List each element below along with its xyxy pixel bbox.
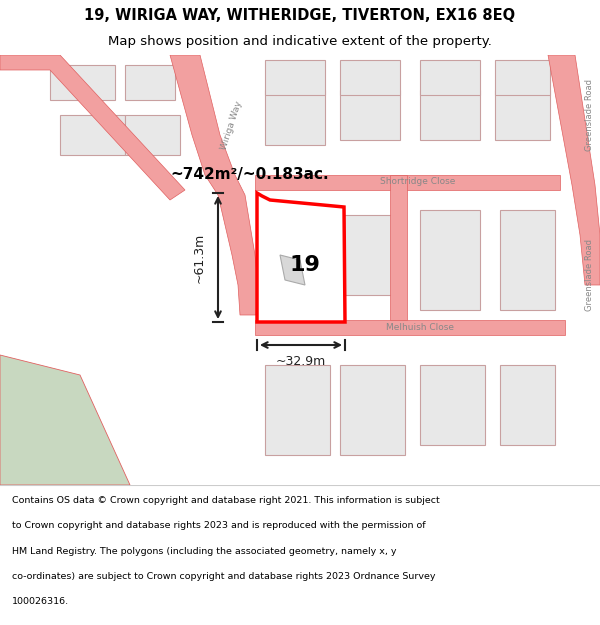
Polygon shape — [257, 193, 345, 322]
Text: ~61.3m: ~61.3m — [193, 232, 206, 282]
Bar — [500, 365, 555, 445]
Bar — [340, 215, 400, 295]
Bar — [60, 115, 125, 155]
Bar — [125, 65, 175, 100]
Text: ~32.9m: ~32.9m — [276, 355, 326, 368]
Text: 19, WIRIGA WAY, WITHERIDGE, TIVERTON, EX16 8EQ: 19, WIRIGA WAY, WITHERIDGE, TIVERTON, EX… — [85, 8, 515, 23]
Bar — [420, 90, 480, 140]
Text: 100026316.: 100026316. — [12, 597, 69, 606]
Bar — [265, 90, 325, 145]
Polygon shape — [255, 320, 565, 335]
Polygon shape — [0, 55, 185, 200]
Bar — [340, 365, 405, 455]
Text: Wiriga Way: Wiriga Way — [220, 99, 244, 151]
Bar — [265, 60, 325, 95]
Bar — [265, 215, 325, 305]
Bar — [420, 365, 485, 445]
Text: Map shows position and indicative extent of the property.: Map shows position and indicative extent… — [108, 35, 492, 48]
Polygon shape — [255, 175, 560, 190]
Text: co-ordinates) are subject to Crown copyright and database rights 2023 Ordnance S: co-ordinates) are subject to Crown copyr… — [12, 572, 436, 581]
Text: Contains OS data © Crown copyright and database right 2021. This information is : Contains OS data © Crown copyright and d… — [12, 496, 440, 505]
Polygon shape — [0, 355, 130, 485]
Bar — [50, 65, 115, 100]
Bar — [500, 210, 555, 310]
Bar — [420, 60, 480, 95]
Bar — [495, 90, 550, 140]
Bar — [420, 210, 480, 310]
Bar — [125, 115, 180, 155]
Bar — [340, 90, 400, 140]
Bar — [495, 60, 550, 95]
Polygon shape — [548, 55, 600, 285]
Text: 19: 19 — [290, 255, 320, 275]
Bar — [265, 365, 330, 455]
Polygon shape — [280, 255, 305, 285]
Polygon shape — [390, 175, 407, 320]
Text: Shortridge Close: Shortridge Close — [380, 177, 455, 186]
Text: ~742m²/~0.183ac.: ~742m²/~0.183ac. — [170, 168, 329, 182]
Text: Greenslade Road: Greenslade Road — [586, 79, 595, 151]
Text: to Crown copyright and database rights 2023 and is reproduced with the permissio: to Crown copyright and database rights 2… — [12, 521, 425, 531]
Polygon shape — [170, 55, 258, 315]
Text: HM Land Registry. The polygons (including the associated geometry, namely x, y: HM Land Registry. The polygons (includin… — [12, 547, 397, 556]
Text: Melhuish Close: Melhuish Close — [386, 322, 454, 331]
Text: Greenslade Road: Greenslade Road — [586, 239, 595, 311]
Bar — [340, 60, 400, 95]
